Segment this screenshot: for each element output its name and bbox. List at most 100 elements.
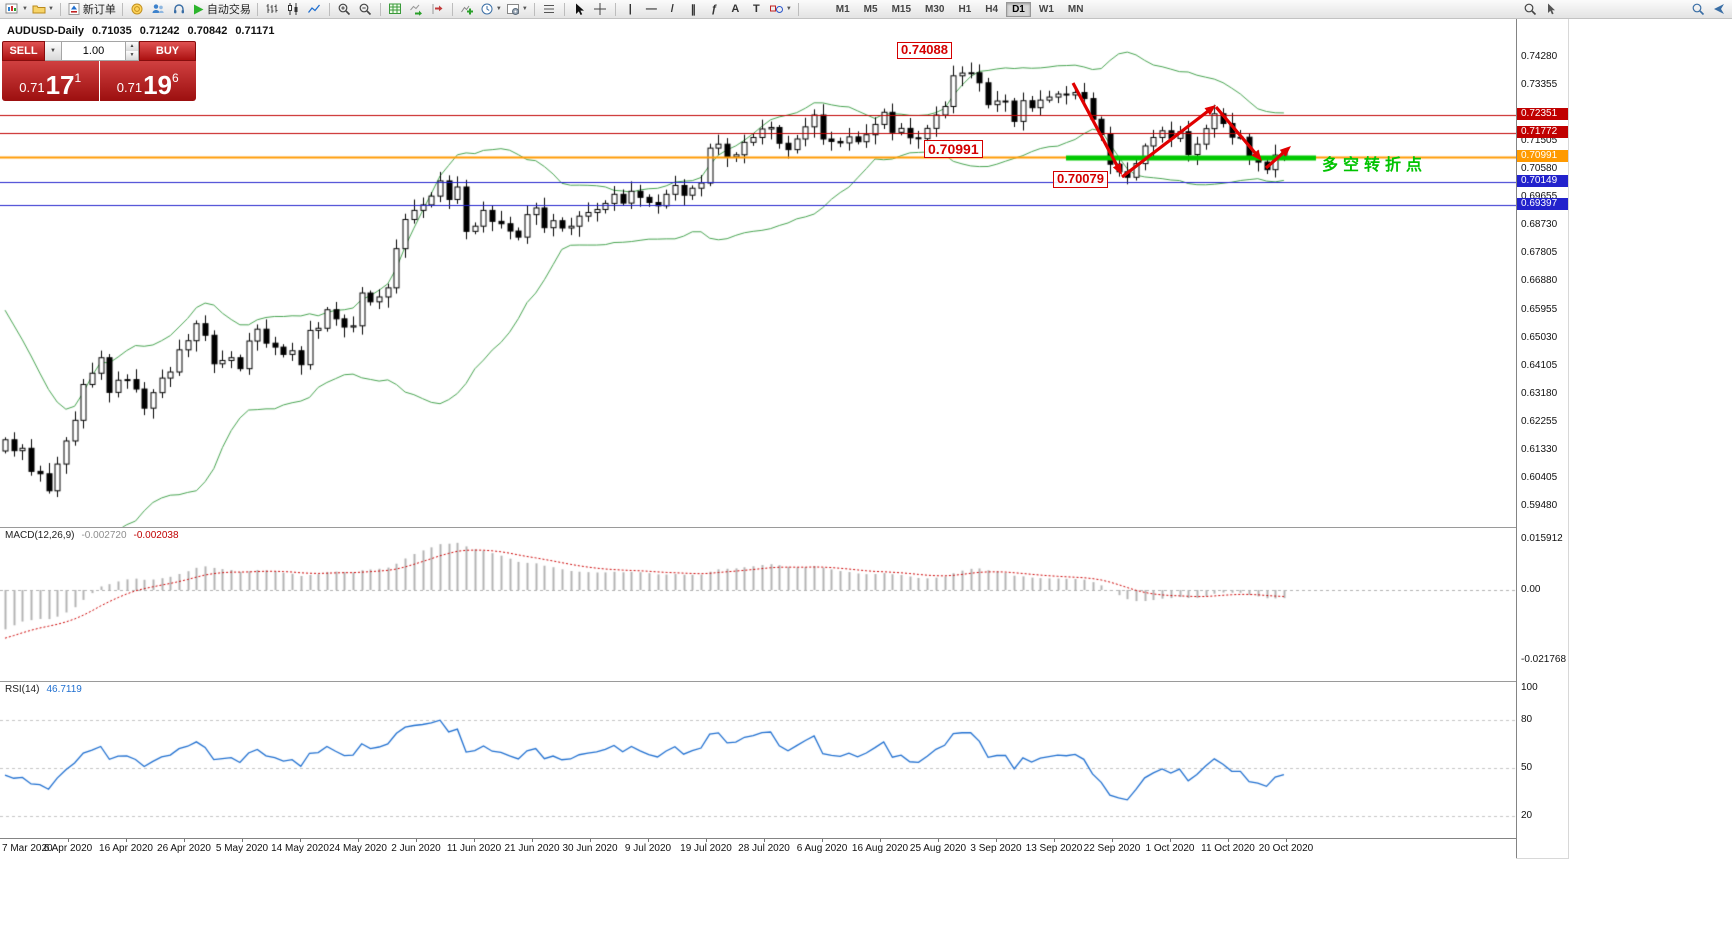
tf-button-M15[interactable]: M15 — [891, 3, 912, 15]
fibonacci-icon[interactable]: ƒ — [711, 3, 718, 15]
quote-high: 0.71242 — [139, 25, 180, 37]
autoscroll-icon[interactable] — [406, 1, 427, 18]
scale-tick: 0.70580 — [1521, 163, 1558, 175]
date-tick — [590, 839, 591, 842]
zoom-out-icon[interactable] — [355, 1, 376, 18]
stepper-up-icon[interactable]: ▲ — [126, 42, 138, 51]
caret-down-icon: ▼ — [22, 6, 28, 12]
date-axis[interactable]: 7 Mar 2020 6 Apr 2020 16 Apr 2020 26 Apr 20… — [0, 838, 1516, 859]
magnifier-edit-icon[interactable] — [1519, 1, 1540, 18]
trendline-icon[interactable]: / — [670, 3, 674, 15]
chart-profiles-icon[interactable]: ▼ — [30, 1, 56, 18]
date-tick — [184, 839, 185, 842]
label-tool-icon[interactable]: T — [752, 3, 760, 15]
scale-tick: 0.64105 — [1521, 359, 1558, 371]
crosshair-icon[interactable] — [590, 1, 611, 18]
date-label: 26 Apr 2020 — [157, 843, 211, 854]
date-tick — [1170, 839, 1171, 842]
macd-name: MACD(12,26,9) — [5, 530, 75, 541]
rsi-pane-separator[interactable] — [0, 681, 1516, 682]
annotation-note[interactable]: 多空转折点 — [1322, 157, 1428, 174]
price-chart-canvas[interactable] — [0, 19, 1516, 858]
date-tick — [474, 839, 475, 842]
volume-dropdown[interactable]: ▼ — [45, 41, 62, 61]
new-order-label: 新订单 — [82, 4, 116, 16]
date-label: 13 Sep 2020 — [1025, 843, 1083, 854]
channel-icon[interactable]: ∥ — [690, 3, 697, 16]
date-label: 9 Jul 2020 — [624, 843, 672, 854]
chart-shift-icon[interactable] — [427, 1, 448, 18]
toolbar-separator — [256, 2, 258, 16]
scale-tick: 0.61330 — [1521, 444, 1558, 456]
macd-pane-separator[interactable] — [0, 527, 1516, 528]
scale-tick: 0.74280 — [1521, 50, 1558, 62]
pointer-tool-icon[interactable] — [1540, 1, 1561, 18]
text-tool-icon[interactable]: A — [731, 3, 740, 15]
tf-button-H4[interactable]: H4 — [985, 3, 999, 15]
vertical-line-icon[interactable]: | — [628, 3, 632, 15]
candlestick-chart-icon[interactable] — [283, 1, 304, 18]
price-tag[interactable]: 0.70991 — [924, 140, 983, 159]
buy-price[interactable]: 0.71 19 6 — [99, 61, 196, 101]
scale-tick: 50 — [1521, 762, 1533, 773]
quote-low: 0.70842 — [187, 25, 228, 37]
buy-price-pip: 6 — [172, 71, 179, 85]
search-icon[interactable] — [1687, 1, 1708, 18]
sell-price[interactable]: 0.71 17 1 — [2, 61, 99, 101]
price-tag[interactable]: 0.70079 — [1053, 171, 1108, 188]
sell-price-big: 17 — [45, 70, 75, 100]
timeframe-toolbar: M1 M5 M15 M30 H1 H4 D1 W1 MN — [829, 1, 1091, 17]
zoom-in-icon[interactable] — [334, 1, 355, 18]
date-label: 24 May 2020 — [329, 843, 387, 854]
objects-list-icon[interactable] — [539, 1, 560, 18]
volume-input[interactable]: 1.00 — [62, 41, 125, 61]
bar-chart-icon[interactable] — [262, 1, 283, 18]
indicators-icon[interactable] — [457, 1, 478, 18]
tf-button-MN[interactable]: MN — [1067, 3, 1084, 15]
scale-line-label: 0.69397 — [1517, 198, 1568, 211]
quote-close: 0.71171 — [235, 25, 275, 37]
date-label: 7 Mar 2020 — [2, 843, 53, 854]
new-chart-icon[interactable]: ▼ — [3, 1, 30, 18]
date-label: 25 Aug 2020 — [909, 843, 967, 854]
quote-bar: AUDUSD-Daily 0.71035 0.71242 0.70842 0.7… — [7, 25, 274, 37]
toolbar-separator — [59, 2, 61, 16]
buy-button[interactable]: BUY — [139, 41, 196, 61]
date-label: 20 Oct 2020 — [1258, 843, 1314, 854]
caret-down-icon: ▼ — [785, 6, 792, 12]
autotrading-label: 自动交易 — [206, 4, 251, 16]
price-tag[interactable]: 0.74088 — [897, 42, 952, 59]
tf-button-M1[interactable]: M1 — [835, 3, 850, 15]
cursor-icon[interactable] — [569, 1, 590, 18]
new-order-button[interactable]: 新订单 — [65, 1, 118, 18]
grid-icon[interactable] — [385, 1, 406, 18]
templates-icon[interactable]: ▼ — [504, 1, 530, 18]
stepper-down-icon[interactable]: ▼ — [126, 51, 138, 60]
line-chart-icon[interactable] — [304, 1, 325, 18]
play-icon — [192, 3, 205, 16]
scale-tick: 0.015912 — [1521, 533, 1563, 545]
tf-button-M5[interactable]: M5 — [863, 3, 878, 15]
chart-window[interactable]: AUDUSD-Daily 0.71035 0.71242 0.70842 0.7… — [0, 19, 1569, 859]
shapes-icon[interactable]: ▼ — [767, 1, 794, 18]
tf-button-D1[interactable]: D1 — [1006, 1, 1031, 17]
date-label: 16 Apr 2020 — [99, 843, 153, 854]
send-arrow-icon[interactable] — [1708, 1, 1729, 18]
autotrading-button[interactable]: 自动交易 — [190, 1, 253, 18]
tf-button-H1[interactable]: H1 — [958, 3, 972, 15]
headset-icon[interactable] — [169, 1, 190, 18]
scale-tick: 0.68730 — [1521, 219, 1558, 231]
volume-stepper[interactable]: ▲ ▼ — [125, 41, 139, 61]
users-icon[interactable] — [148, 1, 169, 18]
coin-icon[interactable] — [127, 1, 148, 18]
date-label: 1 Oct 2020 — [1145, 843, 1195, 854]
date-tick — [532, 839, 533, 842]
periods-icon[interactable]: ▼ — [478, 1, 504, 18]
tf-button-M30[interactable]: M30 — [925, 3, 945, 15]
buy-price-prefix: 0.71 — [116, 80, 143, 95]
horizontal-line-icon[interactable]: — — [645, 3, 657, 15]
tf-button-W1[interactable]: W1 — [1038, 3, 1054, 15]
sell-button[interactable]: SELL — [2, 41, 45, 61]
price-scale[interactable]: 0.742800.733550.724300.715050.705800.696… — [1516, 19, 1568, 858]
